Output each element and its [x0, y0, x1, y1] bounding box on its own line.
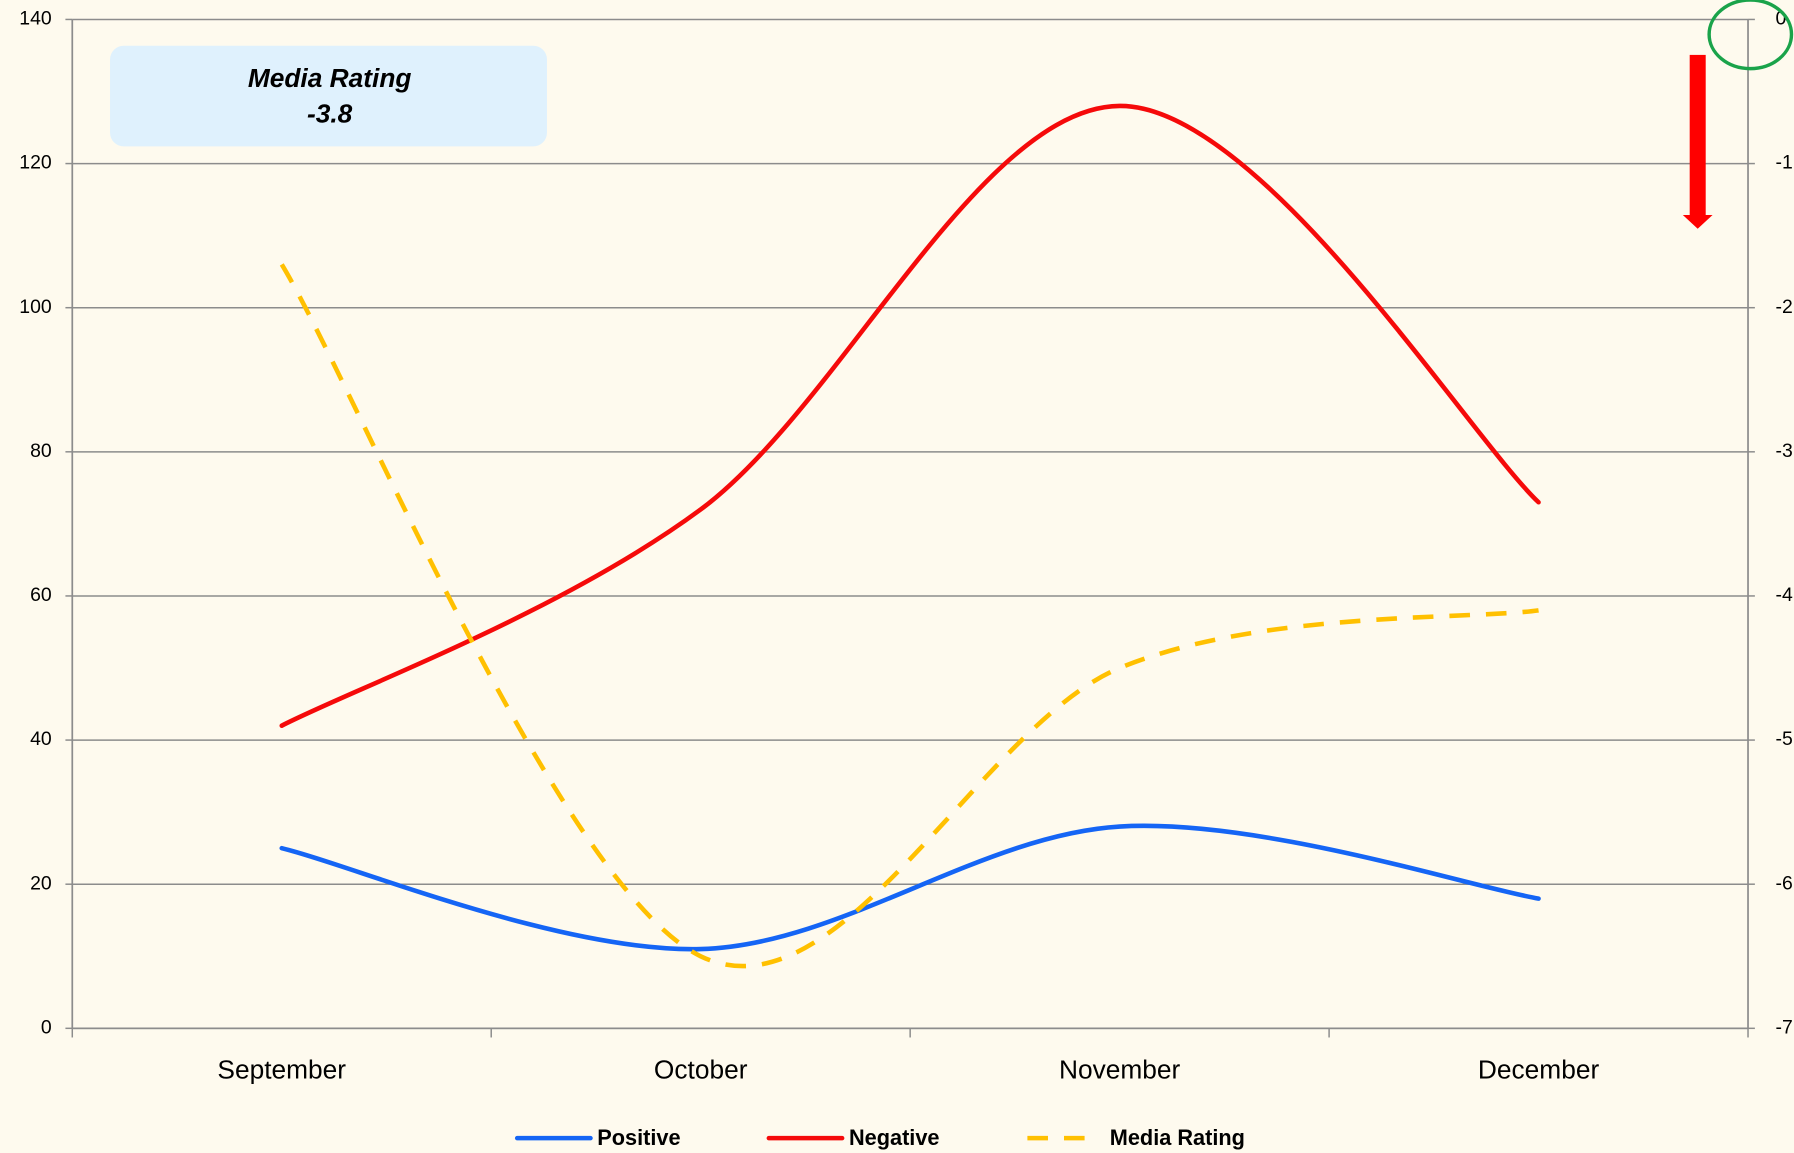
y-tick-label: 140 [19, 8, 52, 30]
y-tick-label: 0 [41, 1016, 52, 1038]
annotation-title: Media Rating [248, 63, 412, 93]
annotation-box [110, 45, 547, 147]
y2-tick-label: -6 [1775, 872, 1792, 894]
red-arrow [1682, 54, 1713, 229]
x-tick-label: November [1059, 1055, 1181, 1085]
series-line [279, 823, 1541, 952]
y2-tick-label: -4 [1775, 584, 1792, 606]
x-tick-label: October [654, 1055, 748, 1085]
y2-tick-label: -2 [1775, 296, 1792, 318]
arrow-shaft [1689, 54, 1706, 218]
y-tick-label: 20 [30, 872, 52, 894]
highlight-circle [1707, 0, 1794, 71]
y-tick-label: 40 [30, 728, 52, 750]
x-tick-label: December [1478, 1055, 1600, 1085]
x-tick-label: September [217, 1055, 346, 1085]
y2-tick-label: -3 [1775, 440, 1792, 462]
plot: 0 20 40 60 80 100 120 140 0 -1 -2 -3 -4 -5 -6 -7 Septemb… [19, 8, 1793, 1150]
series-line [279, 263, 1539, 969]
y-tick-label: 80 [30, 440, 52, 462]
y2-tick-label: 0 [1775, 8, 1786, 30]
y-tick-label: 120 [19, 152, 52, 174]
y2-tick-label: -1 [1775, 152, 1792, 174]
legend-label: Positive [597, 1125, 680, 1150]
y2-tick-label: -5 [1775, 728, 1792, 750]
legend-label: Media Rating [1110, 1125, 1245, 1150]
y2-tick-label: -7 [1775, 1016, 1792, 1038]
y-tick-label: 60 [30, 584, 52, 606]
y-tick-label: 100 [19, 296, 52, 318]
legend-label: Negative [849, 1125, 940, 1150]
series-line [279, 103, 1541, 728]
annotation-value: -3.8 [307, 98, 353, 128]
arrow-head [1682, 215, 1713, 229]
